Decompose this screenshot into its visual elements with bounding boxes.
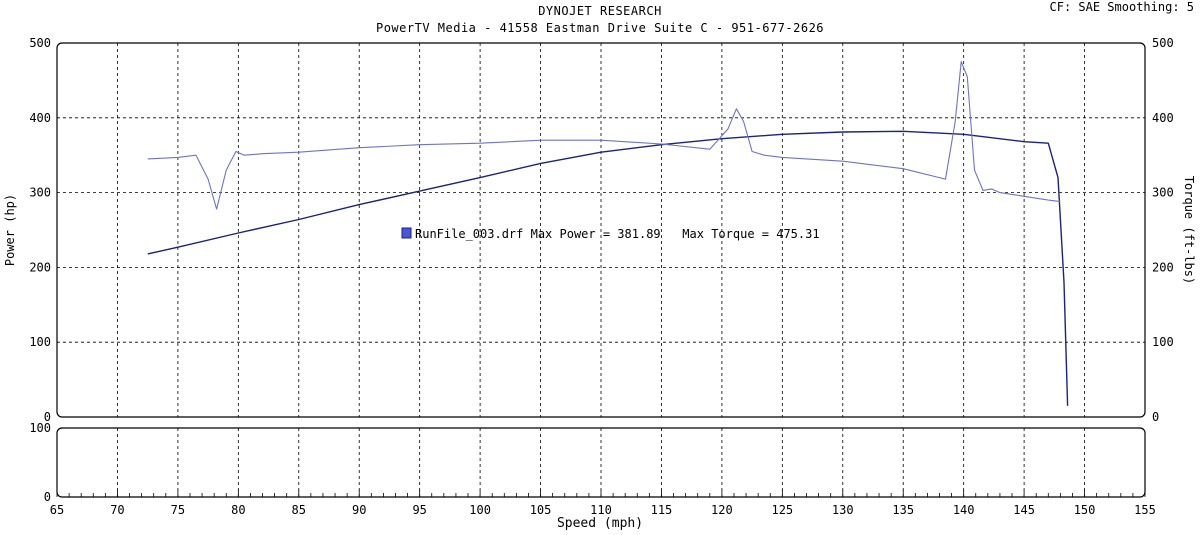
x-tick-label: 145	[1013, 503, 1035, 517]
chart-subtitle: PowerTV Media - 41558 Eastman Drive Suit…	[375, 21, 825, 35]
grid-lines	[57, 43, 1145, 497]
x-tick-label: 90	[352, 503, 366, 517]
series-lines	[147, 61, 1069, 406]
y-left-tick-label: 500	[29, 36, 51, 50]
power-line	[147, 130, 1069, 406]
y-right-tick-label: 400	[1152, 111, 1174, 125]
legend-swatch	[401, 227, 412, 239]
x-tick-label: 140	[953, 503, 975, 517]
y-left-tick-label: 200	[29, 260, 51, 274]
lower-tick-label: 100	[29, 421, 51, 435]
x-tick-label: 100	[469, 503, 491, 517]
y-right-tick-label: 200	[1152, 260, 1174, 274]
tick-labels: 65 70 75 80 85 90 95 100 105 110 115 120 125 130 135 14…	[29, 36, 1173, 517]
x-tick-label: 70	[110, 503, 124, 517]
x-tick-label: 130	[832, 503, 854, 517]
y-right-tick-label: 100	[1152, 335, 1174, 349]
lower-plot-frame	[56, 427, 1146, 498]
x-tick-label: 95	[412, 503, 426, 517]
x-tick-label: 75	[171, 503, 185, 517]
legend-text: RunFile_003.drf Max Power = 381.89 Max T…	[415, 227, 820, 241]
chart-title: DYNOJET RESEARCH	[538, 4, 662, 18]
x-tick-label: 115	[651, 503, 673, 517]
x-tick-label: 120	[711, 503, 733, 517]
y-left-tick-label: 100	[29, 335, 51, 349]
x-tick-label: 110	[590, 503, 612, 517]
y-left-tick-label: 0	[44, 410, 51, 424]
x-tick-label: 150	[1074, 503, 1096, 517]
x-tick-label: 85	[292, 503, 306, 517]
y-right-tick-label: 0	[1152, 410, 1159, 424]
axis-ticks	[56, 490, 1146, 497]
x-tick-label: 105	[530, 503, 552, 517]
y-left-tick-label: 400	[29, 111, 51, 125]
y-left-tick-label: 300	[29, 186, 51, 200]
x-tick-label: 65	[50, 503, 64, 517]
correction-settings: CF: SAE Smoothing: 5	[1049, 0, 1195, 14]
x-axis-label: Speed (mph)	[556, 516, 644, 531]
y-right-tick-label: 300	[1152, 186, 1174, 200]
lower-tick-label: 0	[44, 490, 51, 504]
x-tick-label: 135	[892, 503, 914, 517]
x-tick-label: 80	[231, 503, 245, 517]
x-tick-label: 125	[771, 503, 793, 517]
torque-line	[147, 61, 1061, 210]
x-tick-label: 155	[1134, 503, 1156, 517]
y-right-tick-label: 500	[1152, 36, 1174, 50]
